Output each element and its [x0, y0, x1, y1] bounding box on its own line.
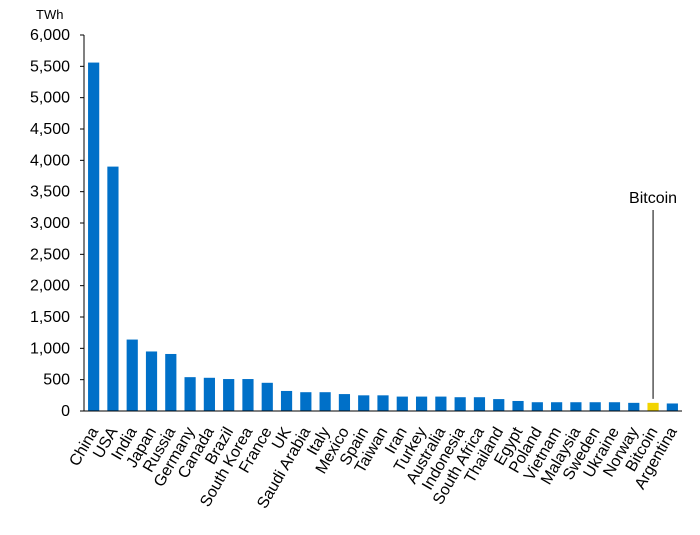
bar-south-africa: [473, 397, 486, 411]
x-axis: ChinaUSAIndiaJapanRussiaGermanyCanadaBra…: [66, 410, 682, 512]
annotation-label: Bitcoin: [629, 190, 677, 207]
y-tick-label: 0: [61, 403, 70, 420]
bar-italy: [319, 392, 331, 411]
bar-china: [88, 62, 100, 411]
bar-germany: [184, 377, 196, 411]
y-tick-label: 5,500: [30, 58, 70, 75]
bar-indonesia: [454, 397, 466, 411]
y-tick-label: 4,000: [30, 152, 70, 169]
bitcoin-annotation: Bitcoin: [629, 190, 677, 399]
bar-taiwan: [377, 395, 389, 411]
bar-bitcoin: [647, 402, 659, 411]
bar-ukraine: [608, 402, 621, 411]
bar-mexico: [338, 394, 351, 411]
bar-brazil: [223, 379, 235, 411]
bar-south-korea: [242, 379, 254, 411]
bar-argentina: [666, 403, 678, 411]
bar-russia: [165, 353, 177, 411]
bar-france: [261, 382, 273, 411]
y-tick-label: 1,000: [30, 340, 70, 357]
y-axis: 0 500 1,000 1,500 2,000 2,500 3,000 3,500 4,000 4…: [30, 27, 85, 420]
bar-usa: [107, 166, 119, 411]
bar-thailand: [493, 399, 505, 411]
bar-egypt: [512, 400, 524, 411]
y-tick-label: 3,500: [30, 184, 70, 201]
bar-saudi-arabia: [300, 392, 312, 411]
y-tick-label: 500: [43, 372, 70, 389]
y-tick-label: 6,000: [30, 27, 70, 44]
bar-vietnam: [551, 402, 563, 411]
y-tick-label: 4,500: [30, 121, 70, 138]
bar-malaysia: [570, 402, 582, 411]
bar-india: [126, 339, 138, 411]
bar-norway: [628, 402, 640, 411]
bar-sweden: [589, 402, 601, 411]
y-unit-label: TWh: [36, 7, 63, 22]
y-tick-label: 2,500: [30, 246, 70, 263]
bar-turkey: [415, 396, 428, 411]
bar-iran: [396, 396, 408, 411]
y-tick-label: 3,000: [30, 215, 70, 232]
y-tick-label: 2,000: [30, 278, 70, 295]
bar-canada: [203, 377, 215, 411]
bar-spain: [358, 395, 370, 411]
bar-uk: [280, 390, 293, 411]
bar-australia: [435, 396, 447, 411]
y-tick-label: 1,500: [30, 309, 70, 326]
bars: [88, 62, 678, 411]
bar-poland: [531, 402, 543, 411]
y-tick-label: 5,000: [30, 90, 70, 107]
bar-japan: [145, 351, 158, 411]
